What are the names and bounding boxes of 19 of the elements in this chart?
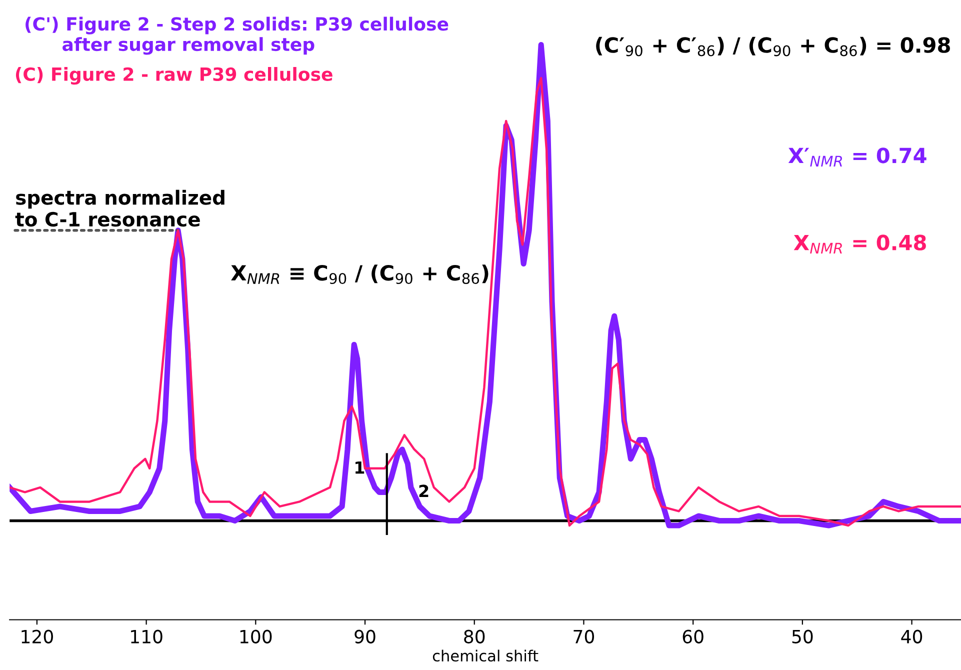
text: X$_{NMR}$ ≡ C$_{90}$ / (C$_{90}$ + C$_{86}$)	[231, 264, 488, 284]
annotation: X′$_{NMR}$ = 0.74	[788, 148, 926, 166]
text: (C′$_{90}$ + C′$_{86}$) / (C$_{90}$ + C$_{86}$) = 0.98	[596, 36, 950, 56]
x-tick-label: 100	[240, 630, 272, 644]
text: (C') Figure 2 - Step 2 solids: P39 cellulose after sugar removal step	[26, 16, 448, 55]
annotation: 1	[356, 461, 364, 474]
x-tick-label: 120	[22, 630, 53, 644]
annotation: X$_{NMR}$ = 0.48	[794, 234, 926, 254]
x-axis-title: chemical shift	[432, 650, 538, 662]
annotation: spectra normalized to C-1 resonance	[15, 190, 224, 227]
x-tick-label: 60	[682, 630, 704, 644]
x-tick-label: 70	[574, 630, 594, 644]
x-tick-label: 90	[354, 630, 376, 644]
x-tick-label: 110	[131, 630, 162, 644]
x-tick-label: 80	[464, 630, 485, 644]
annotation: 2	[419, 484, 428, 498]
text: (C) Figure 2 - raw P39 cellulose	[16, 67, 332, 85]
x-tick-label: 40	[901, 630, 922, 644]
x-tick-label: 50	[792, 630, 813, 644]
